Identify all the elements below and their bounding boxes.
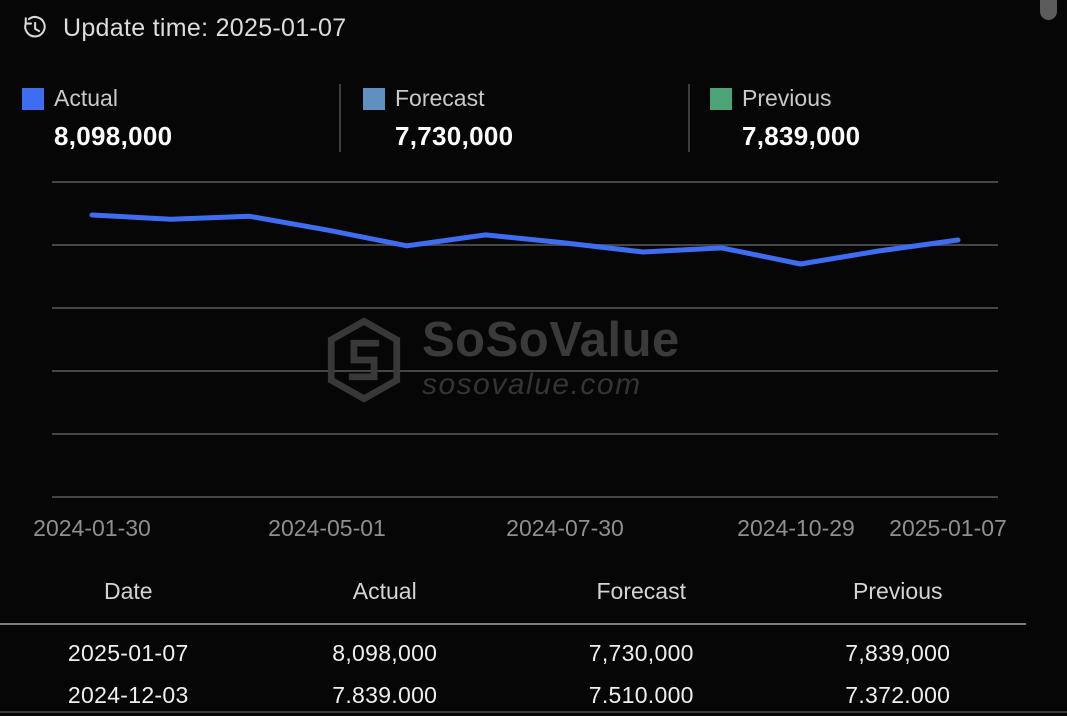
actual-swatch-icon — [22, 87, 44, 110]
legend-value: 7,730,000 — [395, 121, 514, 151]
table-header-row: Date Actual Forecast Previous — [0, 570, 1026, 624]
x-axis-tick: 2024-01-30 — [33, 515, 151, 541]
table-header-cell: Previous — [853, 578, 943, 604]
legend-item-actual[interactable]: Actual 8,098,000 — [22, 85, 172, 152]
x-axis-tick: 2024-10-29 — [737, 515, 855, 541]
forecast-swatch-icon — [363, 87, 385, 110]
table-cell: 7,839,000 — [845, 639, 951, 666]
legend-value: 8,098,000 — [54, 121, 173, 151]
legend-label: Previous — [742, 85, 832, 111]
table-header-cell: Forecast — [596, 578, 686, 604]
table-cell: 2025-01-07 — [67, 639, 189, 666]
table-cell: 7.372.000 — [845, 681, 951, 708]
table-cell: 7.839.000 — [332, 681, 438, 708]
legend-value: 7,839,000 — [742, 121, 861, 151]
table-cell: 8,098,000 — [332, 639, 438, 666]
history-table: Date Actual Forecast Previous 2025-01-07 8,0… — [0, 570, 1026, 716]
x-axis-tick: 2024-05-01 — [268, 515, 386, 541]
legend-item-previous[interactable]: Previous 7,839,000 — [710, 85, 860, 152]
table-cell: 7.510.000 — [588, 681, 694, 708]
legend-label: Forecast — [395, 85, 485, 111]
legend-divider — [688, 84, 690, 152]
legend-label: Actual — [54, 85, 118, 111]
update-time-text: Update time: 2025-01-07 — [63, 13, 347, 42]
actual-series-line — [89, 212, 961, 267]
previous-swatch-icon — [710, 87, 732, 110]
bottom-divider — [0, 711, 1067, 713]
table-header-cell: Actual — [352, 578, 417, 604]
x-axis-tick: 2024-07-30 — [506, 515, 624, 541]
legend-divider — [339, 84, 341, 152]
table-cell: 7,730,000 — [588, 639, 694, 666]
scrollbar-thumb[interactable] — [1040, 0, 1057, 20]
table-cell: 2024-12-03 — [67, 681, 189, 708]
legend-item-forecast[interactable]: Forecast 7,730,000 — [363, 85, 513, 152]
table-header-cell: Date — [103, 578, 153, 604]
header-bar: Update time: 2025-01-07 — [20, 13, 346, 43]
table-row: 2024-12-03 7.839.000 7.510.000 7.372.000 — [0, 674, 1026, 716]
table-row: 2025-01-07 8,098,000 7,730,000 7,839,000 — [0, 624, 1026, 674]
clock-history-icon — [24, 16, 46, 38]
x-axis-tick: 2025-01-07 — [889, 515, 1007, 541]
